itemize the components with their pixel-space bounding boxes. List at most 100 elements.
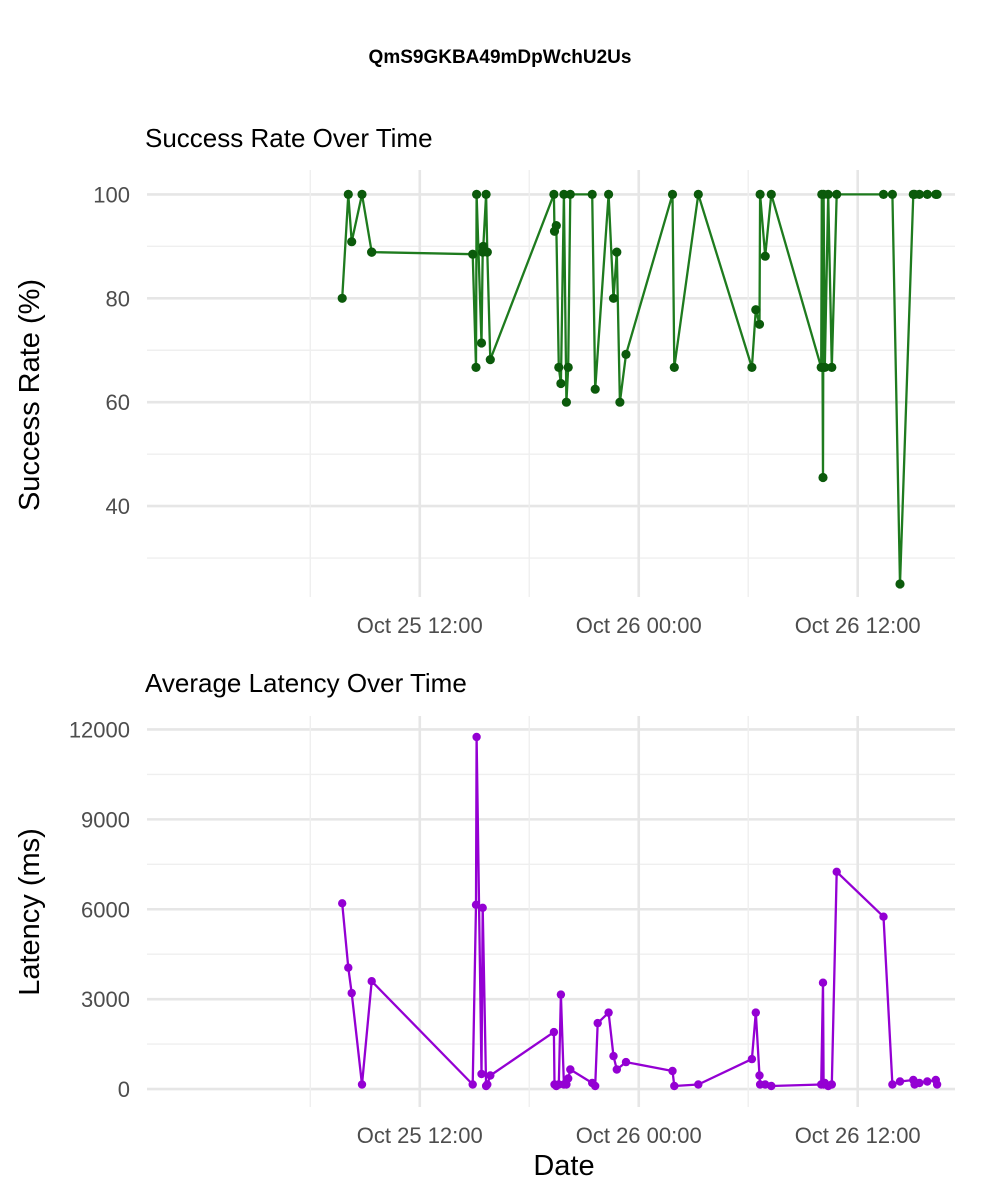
latency-series-line	[341, 735, 939, 1088]
success-rate-data-point	[471, 362, 481, 372]
latency-data-point	[344, 963, 353, 972]
latency-y-tick-label: 9000	[81, 807, 130, 832]
success-rate-data-point	[667, 189, 678, 199]
success-rate-data-point	[820, 362, 830, 372]
latency-data-point	[591, 1081, 600, 1091]
success-rate-data-point	[760, 251, 770, 261]
latency-data-point	[549, 1027, 559, 1037]
latency-x-tick-label: Oct 26 12:00	[795, 1123, 921, 1148]
success-rate-y-axis-title: Success Rate (%)	[14, 279, 46, 511]
success-rate-x-tick-label: Oct 26 12:00	[795, 613, 921, 638]
latency-data-point	[468, 1080, 477, 1089]
latency-y-ticks: 0 3000 6000 9000 12000	[69, 717, 130, 1102]
success-rate-data-point	[878, 189, 889, 199]
success-rate-y-tick-label: 80	[106, 286, 130, 311]
success-rate-y-tick-label: 40	[106, 494, 130, 519]
success-rate-data-point	[693, 189, 703, 199]
latency-data-point	[477, 1069, 486, 1079]
latency-data-point	[621, 1057, 631, 1067]
latency-data-point	[338, 899, 347, 908]
latency-data-point	[832, 867, 841, 876]
latency-data-point	[818, 978, 828, 987]
success-rate-data-point	[554, 362, 564, 372]
success-rate-data-point	[565, 189, 575, 199]
success-rate-data-point	[563, 362, 573, 372]
success-rate-title: Success Rate Over Time	[145, 123, 433, 153]
success-rate-data-point	[468, 249, 478, 259]
success-rate-data-point	[932, 189, 942, 199]
latency-y-axis-title: Latency (ms)	[14, 828, 46, 996]
success-rate-y-tick-label: 100	[93, 182, 130, 207]
latency-data-point	[932, 1080, 942, 1089]
latency-data-point	[471, 900, 481, 909]
latency-data-point	[566, 1065, 575, 1074]
success-rate-data-point	[587, 189, 597, 199]
success-rate-y-ticks: 40 60 80 100	[93, 182, 130, 519]
success-rate-data-point	[922, 189, 932, 199]
latency-data-point	[895, 1077, 905, 1086]
success-rate-marks	[337, 189, 942, 589]
success-rate-data-point	[751, 305, 761, 315]
latency-gridlines	[147, 716, 955, 1107]
latency-panel: Average Latency Over Time 0 3000 6000 9000 1…	[14, 668, 955, 1148]
success-rate-data-point	[485, 355, 495, 365]
latency-data-point	[478, 903, 487, 912]
latency-data-point	[609, 1051, 618, 1061]
latency-data-point	[483, 1080, 492, 1089]
success-rate-data-point	[472, 189, 482, 199]
success-rate-data-point	[590, 384, 600, 394]
x-axis-title: Date	[533, 1150, 594, 1182]
success-rate-data-point	[755, 189, 765, 199]
success-rate-data-point	[367, 247, 377, 257]
success-rate-gridlines	[147, 170, 955, 597]
success-rate-data-point	[895, 579, 905, 589]
success-rate-data-point	[766, 189, 776, 199]
success-rate-data-point	[549, 189, 559, 199]
success-rate-x-ticks: Oct 25 12:00 Oct 26 00:00 Oct 26 12:00	[357, 613, 921, 638]
latency-data-point	[694, 1080, 703, 1089]
success-rate-data-point	[337, 293, 347, 303]
latency-title: Average Latency Over Time	[145, 668, 467, 698]
success-rate-data-point	[818, 472, 828, 483]
success-rate-data-point	[347, 237, 357, 247]
latency-data-point	[556, 990, 566, 999]
latency-data-point	[888, 1080, 897, 1089]
success-rate-data-point	[357, 189, 367, 199]
latency-y-tick-label: 3000	[81, 987, 130, 1012]
success-rate-data-point	[621, 349, 631, 359]
success-rate-data-point	[343, 189, 353, 199]
success-rate-data-point	[615, 397, 625, 407]
success-rate-data-point	[559, 189, 569, 199]
success-rate-data-point	[914, 189, 925, 199]
latency-data-point	[668, 1066, 677, 1076]
success-rate-data-point	[754, 319, 765, 329]
success-rate-data-point	[561, 397, 572, 407]
latency-data-point	[604, 1008, 613, 1017]
latency-data-point	[486, 1071, 495, 1080]
latency-data-point	[879, 912, 888, 921]
success-rate-data-point	[612, 247, 622, 257]
success-rate-x-tick-label: Oct 25 12:00	[357, 613, 483, 638]
success-rate-data-point	[481, 189, 491, 199]
success-rate-data-point	[823, 189, 833, 199]
success-rate-data-point	[669, 362, 679, 372]
latency-x-ticks: Oct 25 12:00 Oct 26 00:00 Oct 26 12:00	[357, 1123, 921, 1148]
success-rate-data-point	[887, 189, 898, 199]
figure-title: QmS9GKBA49mDpWchU2Us	[369, 47, 632, 68]
success-rate-data-point	[832, 189, 842, 199]
success-rate-panel: Success Rate Over Time 40 60 80 100 Oct 25 …	[14, 123, 955, 638]
success-rate-data-point	[556, 378, 566, 389]
latency-data-point	[367, 977, 376, 986]
latency-data-point	[347, 988, 356, 998]
success-rate-x-tick-label: Oct 26 00:00	[576, 613, 702, 638]
success-rate-data-point	[827, 362, 837, 372]
latency-marks	[338, 732, 942, 1091]
success-rate-data-point	[608, 293, 619, 303]
latency-data-point	[915, 1078, 924, 1088]
success-rate-data-point	[604, 189, 614, 199]
latency-y-tick-label: 6000	[81, 897, 130, 922]
latency-data-point	[751, 1008, 760, 1017]
success-rate-y-tick-label: 60	[106, 390, 130, 415]
latency-data-point	[923, 1077, 932, 1086]
